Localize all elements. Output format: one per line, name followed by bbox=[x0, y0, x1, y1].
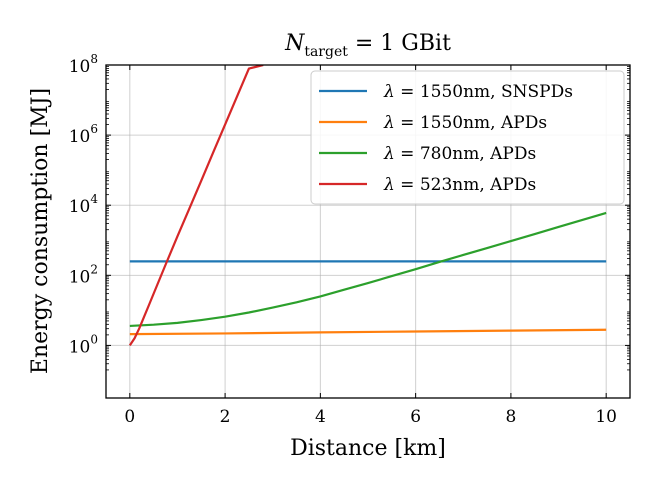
legend-box bbox=[310, 70, 625, 205]
legend-label-1: λ = 1550nm, SNSPDs bbox=[383, 82, 573, 102]
series-line-3 bbox=[129, 211, 607, 328]
y-tick-exponent: 2 bbox=[90, 262, 98, 276]
y-tick-label: 106 bbox=[69, 122, 98, 147]
y-tick-base: 10 bbox=[69, 127, 91, 147]
y-tick-base: 10 bbox=[69, 267, 91, 287]
title-variable: N bbox=[284, 31, 305, 56]
y-axis-label: Energy consumption [MJ] bbox=[28, 88, 53, 374]
series-line-4 bbox=[128, 65, 264, 347]
y-tick-exponent: 8 bbox=[90, 52, 98, 66]
legend-label-2: λ = 1550nm, APDs bbox=[383, 113, 547, 133]
series-line-2 bbox=[129, 328, 607, 336]
x-tick-label: 6 bbox=[410, 407, 421, 427]
x-axis-label: Distance [km] bbox=[290, 436, 446, 461]
legend-symbol: λ bbox=[383, 144, 395, 164]
plot-frame bbox=[105, 64, 631, 399]
legend-label-3: λ = 780nm, APDs bbox=[383, 144, 536, 164]
x-tick-label: 8 bbox=[505, 407, 516, 427]
x-tick-label: 10 bbox=[595, 407, 617, 427]
legend-label-4: λ = 523nm, APDs bbox=[383, 175, 536, 195]
y-tick-base: 10 bbox=[69, 197, 91, 217]
y-tick-exponent: 6 bbox=[90, 122, 98, 136]
y-tick-base: 10 bbox=[69, 57, 91, 77]
legend-text: = 1550nm, SNSPDs bbox=[395, 82, 573, 102]
y-tick-label: 102 bbox=[69, 262, 98, 287]
y-tick-exponent: 0 bbox=[90, 332, 98, 346]
legend-symbol: λ bbox=[383, 175, 395, 195]
legend-symbol: λ bbox=[383, 113, 395, 133]
y-tick-label: 100 bbox=[69, 332, 98, 357]
y-tick-label: 104 bbox=[69, 192, 99, 217]
y-tick-exponent: 4 bbox=[90, 192, 98, 206]
title-subscript: target bbox=[304, 44, 348, 60]
legend-text: = 523nm, APDs bbox=[395, 175, 536, 195]
x-tick-label: 2 bbox=[220, 407, 231, 427]
y-tick-label: 108 bbox=[69, 52, 98, 77]
title-rest: = 1 GBit bbox=[348, 31, 451, 56]
x-tick-label: 4 bbox=[315, 407, 326, 427]
legend-text: = 780nm, APDs bbox=[395, 144, 536, 164]
chart-title: Ntarget = 1 GBit bbox=[284, 31, 451, 60]
x-tick-label: 0 bbox=[124, 407, 135, 427]
legend-symbol: λ bbox=[383, 82, 395, 102]
legend-text: = 1550nm, APDs bbox=[395, 113, 547, 133]
series-lines bbox=[128, 65, 607, 347]
y-tick-base: 10 bbox=[69, 337, 91, 357]
